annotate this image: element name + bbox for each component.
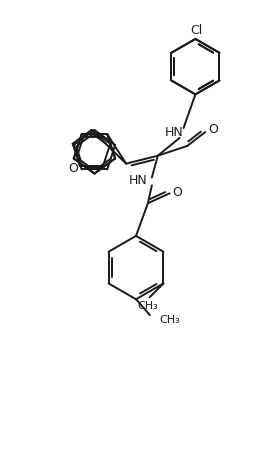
Text: O: O xyxy=(208,122,218,135)
Text: Cl: Cl xyxy=(190,24,202,36)
Text: CH₃: CH₃ xyxy=(137,301,158,310)
Text: O: O xyxy=(68,162,78,175)
Text: HN: HN xyxy=(164,126,183,139)
Text: HN: HN xyxy=(129,174,147,187)
Text: CH₃: CH₃ xyxy=(160,314,180,324)
Text: O: O xyxy=(173,186,183,198)
